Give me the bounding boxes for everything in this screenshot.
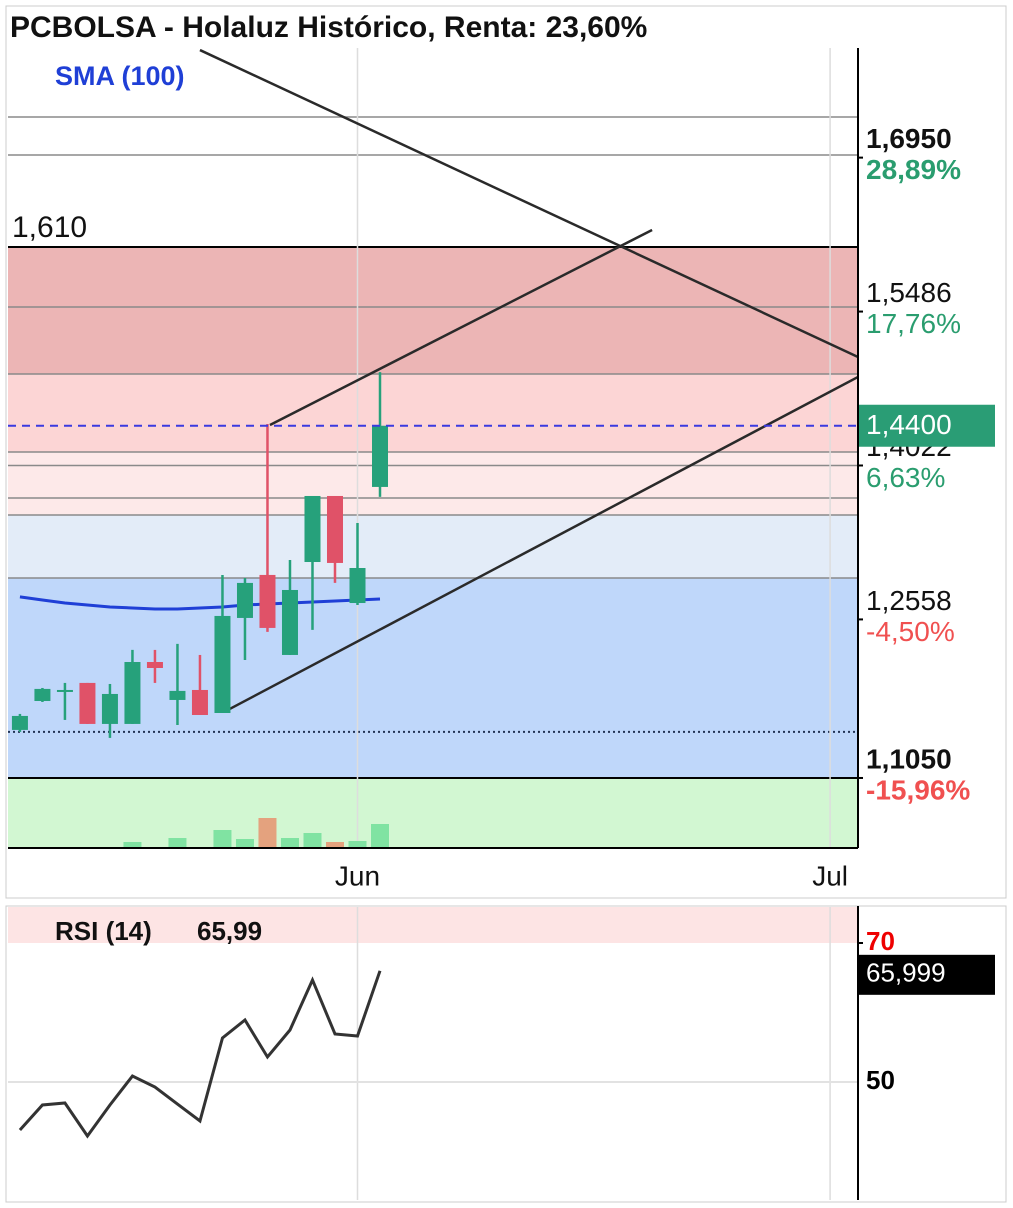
candle-body xyxy=(304,495,321,563)
y-tick-label: 1,6950 xyxy=(866,123,952,154)
rsi-line xyxy=(18,970,382,1139)
candle-body xyxy=(326,495,343,563)
y-tick-label: 1,1050 xyxy=(866,743,952,774)
zone xyxy=(8,777,858,848)
rsi-value-label: 65,999 xyxy=(866,958,946,988)
trend-line xyxy=(269,228,653,427)
last-price-label: 1,4400 xyxy=(866,409,952,440)
candle-body xyxy=(191,689,208,715)
volume-bar xyxy=(168,838,187,848)
y-tick-label: 1,5486 xyxy=(866,277,952,308)
volume-bar xyxy=(348,841,367,848)
candle-body xyxy=(372,425,389,487)
candle-body xyxy=(124,661,141,724)
zone xyxy=(8,374,858,453)
x-tick-label: Jul xyxy=(812,860,848,891)
candle-body xyxy=(214,615,231,713)
volume-bar xyxy=(235,839,254,848)
y-tick-percent: 6,63% xyxy=(866,462,945,493)
candle-body xyxy=(56,689,73,692)
trend-line xyxy=(199,48,859,359)
rsi-panel xyxy=(5,905,1007,1203)
candle-body xyxy=(79,682,96,724)
candle-body xyxy=(146,661,163,668)
volume-bar xyxy=(303,833,322,848)
chart-title: PCBOLSA - Holaluz Histórico, Renta: 23,6… xyxy=(10,11,647,44)
candle-body xyxy=(236,582,253,618)
sma-label: SMA (100) xyxy=(55,61,185,91)
rsi-value: 65,99 xyxy=(197,916,262,946)
rsi-value-box xyxy=(858,954,995,995)
sma-line xyxy=(19,595,381,611)
y-tick-label: 50 xyxy=(866,1065,895,1095)
volume-bar xyxy=(325,842,344,848)
candle-body xyxy=(281,589,298,655)
y-tick-percent: -4,50% xyxy=(866,616,955,647)
zone xyxy=(8,515,858,578)
last-price-box xyxy=(858,404,995,447)
volume-bar xyxy=(280,838,299,848)
candle-body xyxy=(34,688,51,702)
volume-bar xyxy=(123,842,142,848)
y-tick-percent: 28,89% xyxy=(866,154,961,185)
volume-bar xyxy=(258,818,277,848)
zone xyxy=(8,577,858,778)
candle-body xyxy=(349,568,366,604)
candle-body xyxy=(101,693,118,724)
x-tick-label: Jun xyxy=(335,860,380,891)
volume-bar xyxy=(213,830,232,848)
title-background xyxy=(7,7,858,48)
rsi-title: RSI (14) xyxy=(55,916,152,946)
zone xyxy=(8,452,858,516)
volume-bar xyxy=(371,824,390,848)
candle-body xyxy=(11,715,28,730)
candle-body xyxy=(259,574,276,628)
y-tick-percent: -15,96% xyxy=(866,774,970,805)
trend-line xyxy=(227,375,859,712)
overbought-zone xyxy=(8,907,858,944)
y-tick-label: 1,2558 xyxy=(866,585,952,616)
y-tick-label: 70 xyxy=(866,926,895,956)
candle-body xyxy=(169,690,186,700)
y-tick-percent: 17,76% xyxy=(866,308,961,339)
range-high-label: 1,610 xyxy=(12,211,87,244)
zone xyxy=(8,246,858,375)
